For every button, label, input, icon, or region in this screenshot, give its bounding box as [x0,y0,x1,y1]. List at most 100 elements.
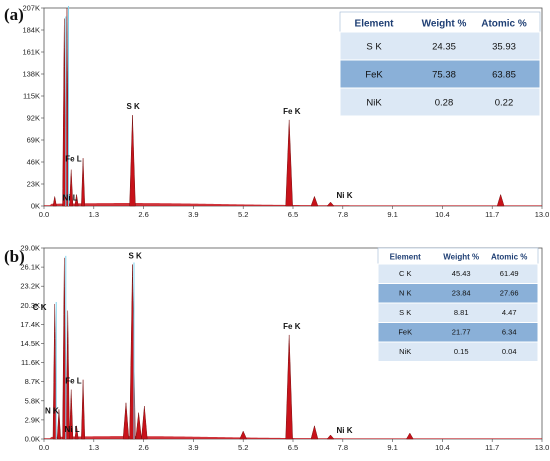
table-header-cell: Weight % [422,18,467,29]
spectrum-peak [65,310,70,440]
table-cell: NiK [399,347,411,356]
table-cell: 4.47 [502,308,517,317]
y-tick-label: 20.3K [20,301,40,310]
x-tick-label: 11.7 [485,210,499,219]
panel-label: (a) [4,5,24,24]
table-cell: C K [399,269,412,278]
table-cell: 23.84 [452,289,471,298]
spectrum-chart-a: (a) 0K 23K 46K 69K 92K 115K 138K 161K 184K 207K 0.0… [4,4,550,220]
peak-label: Ni K [337,426,353,435]
composition-table: Element Weight % Atomic % C K 45.43 61.49 N K 2… [377,247,539,362]
x-tick-label: 10.4 [435,443,450,452]
x-tick-label: 11.7 [485,443,499,452]
x-tick-label: 9.1 [387,210,397,219]
table-cell: S K [399,308,411,317]
table-cell: 0.04 [502,347,517,356]
y-tick-label: 0K [31,202,40,211]
table-row [377,341,539,362]
y-tick-label: 0.0K [25,435,40,444]
spectrum-peak [239,430,248,440]
table-cell: 63.85 [492,69,516,80]
table-header-cell: Atomic % [481,18,527,29]
peak-label: Ni K [337,191,353,200]
x-tick-label: 6.5 [288,443,298,452]
spectrum-peak [74,194,79,207]
panel-label: (b) [4,247,25,266]
x-tick-label: 7.8 [338,443,348,452]
x-tick-label: 10.4 [435,210,450,219]
y-tick-label: 69K [27,136,40,145]
spectrum-peak [496,193,505,207]
peak-label: S K [128,251,142,260]
table-header-cell: Element [355,18,395,29]
x-tick-label: 1.3 [89,443,99,452]
peak-label: N K [45,406,59,415]
y-tick-label: 138K [22,70,40,79]
spectrum-peak [69,169,74,207]
peak-label: Ni L [63,194,78,203]
y-tick-label: 184K [22,26,40,35]
x-tick-label: 1.3 [89,210,99,219]
table-cell: 27.66 [500,289,519,298]
y-tick-label: 115K [23,92,40,101]
spectrum-peak [56,409,61,440]
spectrum-chart-b: (b) 0.0K 2.9K 5.8K 8.7K 11.6K 14.5K 17.4K 20.3K 2… [4,244,550,453]
spectrum-peak [405,432,414,440]
spectrum-peak [310,424,319,440]
spectrum-peak [81,158,86,207]
x-tick-label: 3.9 [188,210,198,219]
spectrum-peak [326,434,335,440]
continuum-area [44,203,542,206]
x-tick-label: 0.0 [39,210,49,219]
x-tick-label: 5.2 [238,443,248,452]
table-row [339,87,541,117]
x-tick-label: 0.0 [39,443,49,452]
table-header-cell: Element [390,253,421,262]
peak-label: C K [33,303,47,312]
spectrum-peak [74,425,79,440]
table-header-cell: Weight % [443,253,479,262]
table-cell: 0.22 [495,97,514,108]
x-tick-label: 6.5 [288,210,298,219]
table-cell: 6.34 [502,328,517,337]
y-tick-label: 2.9K [25,415,40,424]
table-cell: 75.38 [432,69,456,80]
table-cell: 21.77 [452,328,471,337]
y-tick-label: 161K [22,48,40,57]
continuum-area [44,436,542,439]
spectrum-peak [81,379,86,440]
spectrum-peak [285,334,293,440]
spectrum-peak [141,406,148,440]
x-tick-label: 7.8 [338,210,348,219]
spectrum-peak [135,412,142,440]
table-row [339,31,541,61]
table-cell: FeK [398,328,412,337]
y-tick-label: 29.0K [20,244,40,253]
table-cell: 0.15 [454,347,469,356]
x-tick-label: 2.6 [138,443,148,452]
y-tick-label: 207K [22,4,40,13]
y-tick-label: 92K [27,114,40,123]
peak-label: Ni L [65,425,80,434]
composition-table: Element Weight % Atomic % S K 24.35 35.93 FeK 7… [339,11,541,117]
peak-label: Fe K [283,107,301,116]
x-tick-label: 5.2 [238,210,248,219]
spectrum-peak [52,196,57,207]
x-tick-label: 13.0 [535,210,550,219]
y-tick-label: 5.8K [25,396,40,405]
table-cell: 45.43 [452,269,471,278]
y-tick-label: 23K [27,180,40,189]
table-cell: 8.81 [454,308,469,317]
spectrum-peak [326,201,335,207]
spectrum-peak [310,195,319,207]
table-header-cell: Atomic % [491,253,527,262]
spectrum-peak [129,115,136,207]
panel-b: (b) 0.0K 2.9K 5.8K 8.7K 11.6K 14.5K 17.4K 20.3K 2… [0,240,550,461]
table-cell: NiK [366,97,382,108]
x-tick-label: 13.0 [535,443,550,452]
table-cell: 61.49 [500,269,519,278]
peak-label: S K [126,102,140,111]
panel-a: (a) 0K 23K 46K 69K 92K 115K 138K 161K 184K 207K 0.0… [0,0,550,230]
spectrum-peak [285,119,293,207]
table-cell: 24.35 [432,41,456,52]
